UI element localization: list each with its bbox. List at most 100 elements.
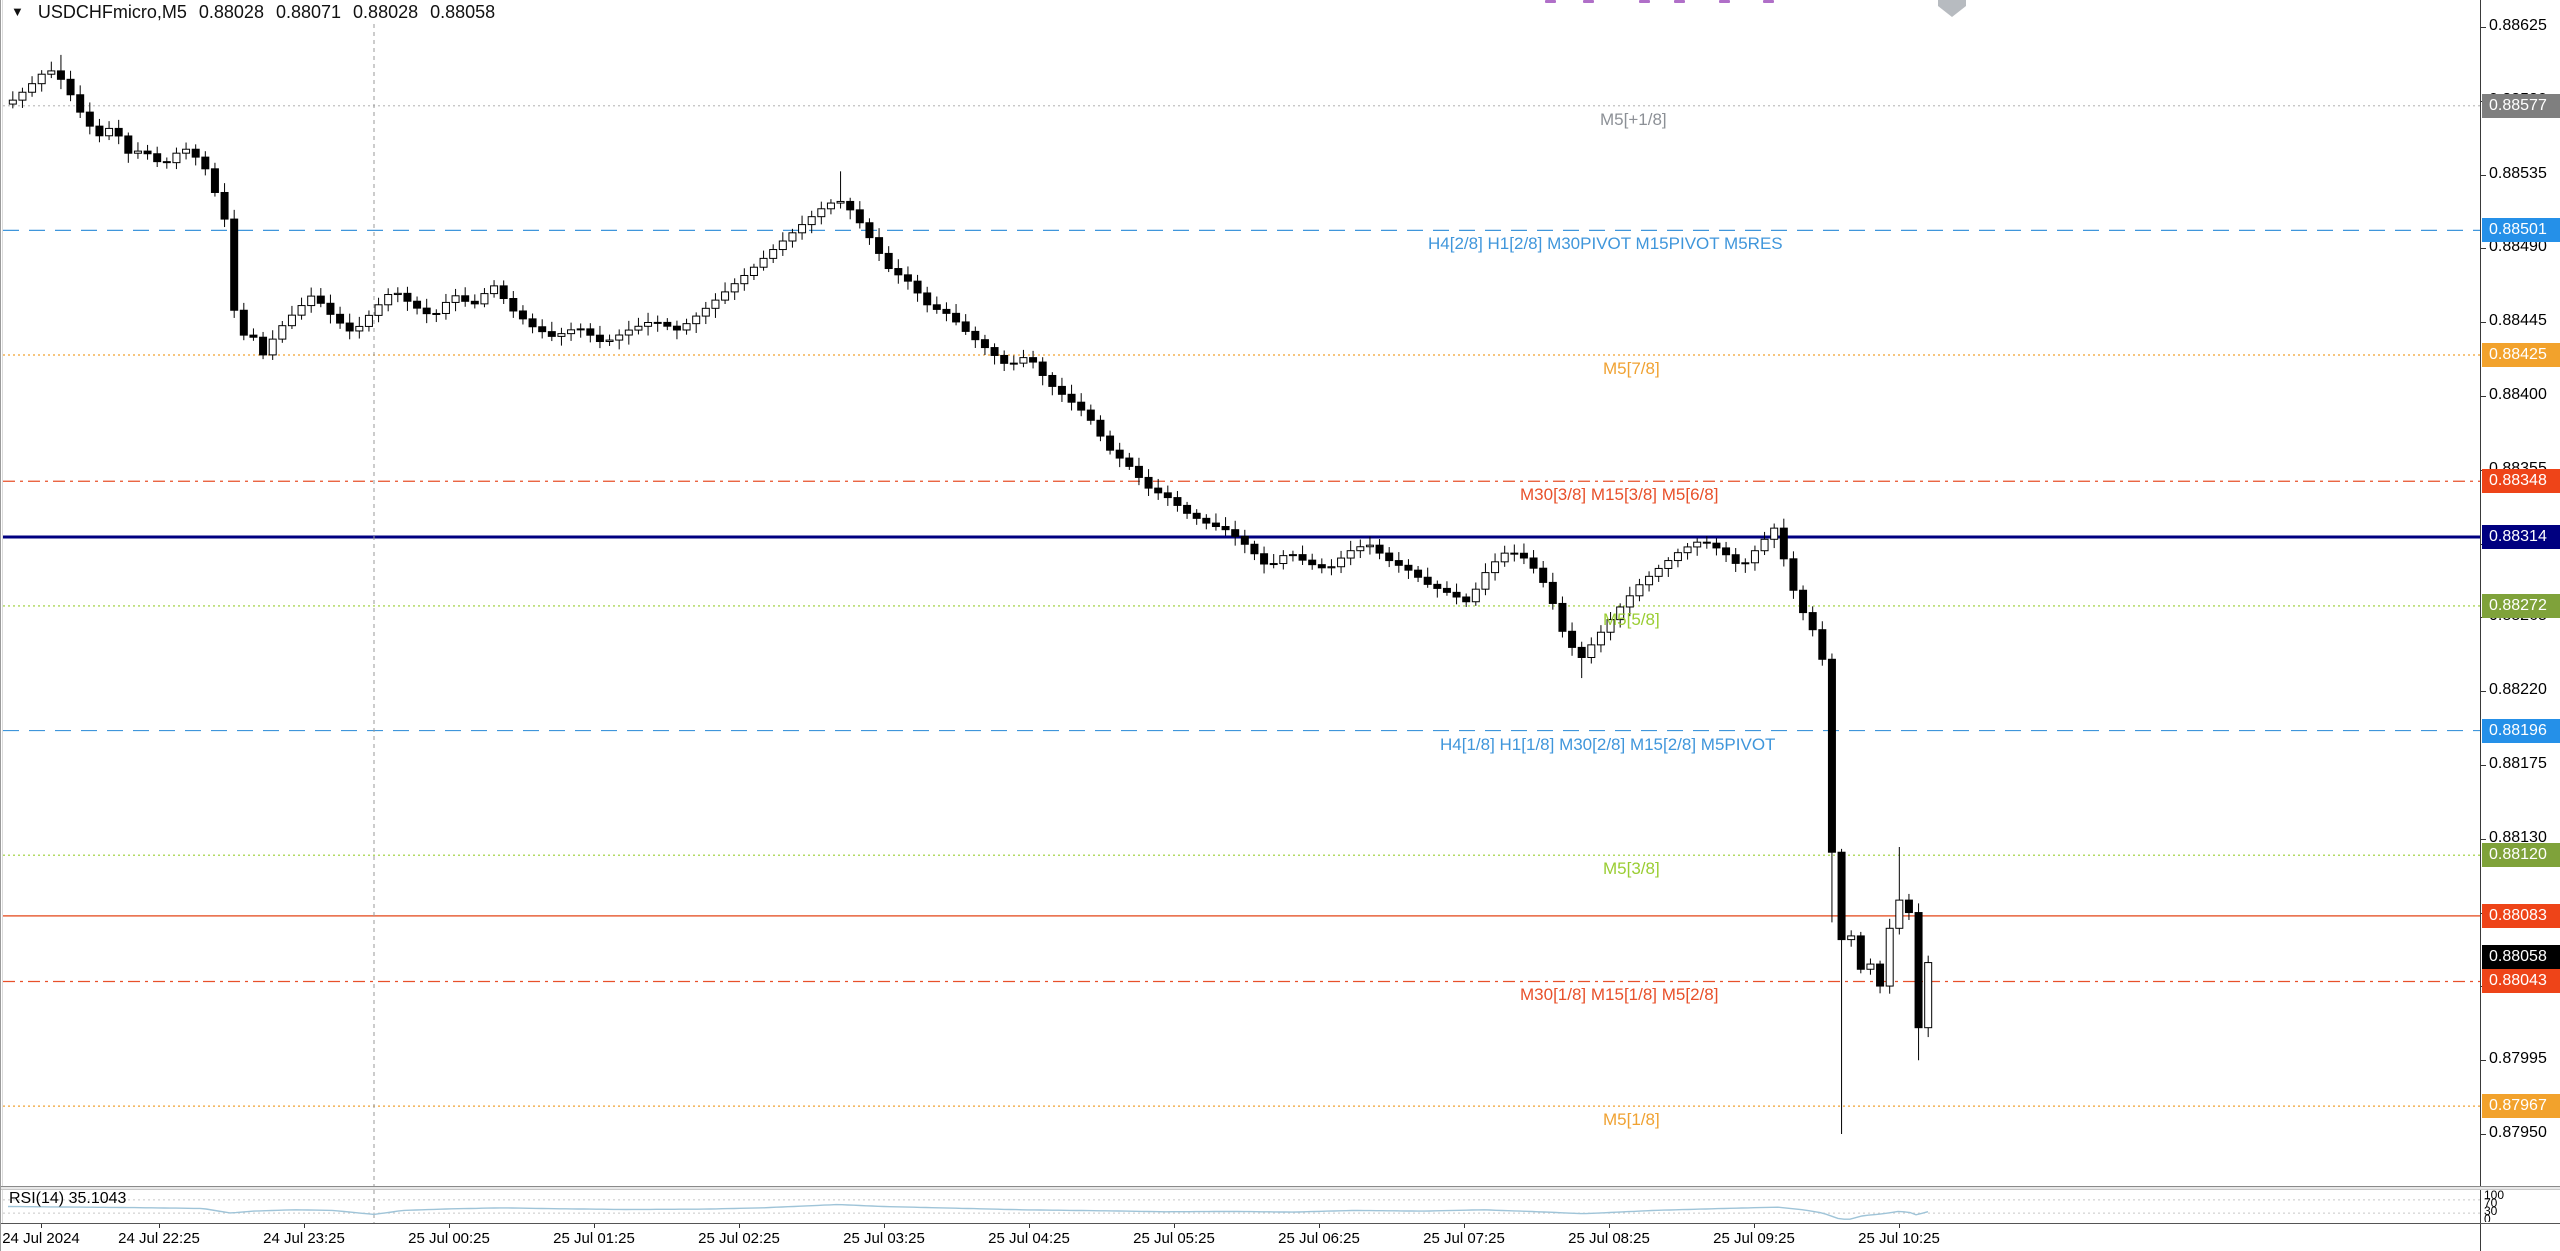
time-tickmark xyxy=(594,1224,595,1228)
time-tickmark xyxy=(159,1224,160,1228)
price-tick-label: 0.88220 xyxy=(2489,681,2547,699)
level-label: H4[2/8] H1[2/8] M30PIVOT M15PIVOT M5RES xyxy=(1428,234,1783,254)
time-tickmark xyxy=(1319,1224,1320,1228)
price-tick-label: 0.88175 xyxy=(2489,754,2547,772)
level-label: M5[7/8] xyxy=(1603,358,1660,378)
time-label: 25 Jul 04:25 xyxy=(988,1230,1070,1247)
price-tickmark xyxy=(2481,838,2486,840)
price-tick-label: 0.88400 xyxy=(2489,385,2547,403)
time-label: 25 Jul 08:25 xyxy=(1568,1230,1650,1247)
time-tickmark xyxy=(1754,1224,1755,1228)
price-level-badge: 0.88196 xyxy=(2482,718,2560,743)
time-label: 25 Jul 01:25 xyxy=(553,1230,635,1247)
level-label: H4[1/8] H1[1/8] M30[2/8] M15[2/8] M5PIVO… xyxy=(1440,734,1776,754)
price-tickmark xyxy=(2481,1133,2486,1135)
time-label: 25 Jul 02:25 xyxy=(698,1230,780,1247)
level-label: M30[3/8] M15[3/8] M5[6/8] xyxy=(1520,485,1719,505)
ohlc-close: 0.88058 xyxy=(430,2,496,22)
rsi-scale-label: 0 xyxy=(2484,1212,2491,1222)
time-tickmark xyxy=(884,1224,885,1228)
window-edge xyxy=(2,0,3,1251)
time-label: 25 Jul 05:25 xyxy=(1133,1230,1215,1247)
price-tickmark xyxy=(2481,395,2486,397)
clipped-label-fragment xyxy=(1545,0,1556,3)
rsi-pane-border xyxy=(1,1223,2560,1224)
level-label: M5[+1/8] xyxy=(1600,109,1667,129)
price-tickmark xyxy=(2481,691,2486,693)
price-level-badge: 0.88501 xyxy=(2482,218,2560,243)
price-tick-label: 0.88130 xyxy=(2489,828,2547,846)
price-tickmark xyxy=(2481,764,2486,766)
candles-group xyxy=(8,54,1933,1134)
rsi-scale: 100 70 30 0 xyxy=(2482,1188,2560,1222)
time-label: 24 Jul 22:25 xyxy=(118,1230,200,1247)
time-label: 25 Jul 06:25 xyxy=(1278,1230,1360,1247)
ohlc-high: 0.88071 xyxy=(275,2,342,22)
time-tickmark xyxy=(739,1224,740,1228)
rsi-pane[interactable]: RSI(14) 35.1043 xyxy=(3,1190,2480,1223)
price-tick-label: 0.87950 xyxy=(2489,1123,2547,1141)
rsi-scale-label: 100 xyxy=(2484,1188,2505,1202)
rsi-chart-canvas[interactable] xyxy=(3,1190,2480,1223)
time-tickmark xyxy=(304,1224,305,1228)
rsi-line xyxy=(7,1203,1929,1220)
rsi-scale-label: 30 xyxy=(2484,1204,2498,1218)
rsi-indicator-label: RSI(14) 35.1043 xyxy=(9,1190,126,1208)
time-tickmark xyxy=(1609,1224,1610,1228)
price-tick-label: 0.88490 xyxy=(2489,238,2547,256)
price-tickmark xyxy=(2481,27,2486,28)
price-level-badge: 0.88083 xyxy=(2482,903,2560,928)
current-price-badge: 0.88058 xyxy=(2482,944,2560,969)
time-label: 25 Jul 07:25 xyxy=(1423,1230,1505,1247)
rsi-name: RSI(14) xyxy=(9,1190,65,1207)
time-label: 25 Jul 10:25 xyxy=(1858,1230,1940,1247)
price-tick-label: 0.88445 xyxy=(2489,312,2547,330)
level-label: M5[3/8] xyxy=(1603,859,1660,879)
price-level-badge: 0.87967 xyxy=(2482,1094,2560,1119)
chart-title: ▼ USDCHFmicro,M5 0.88028 0.88071 0.88028 0.88… xyxy=(11,2,495,23)
level-label: M30[1/8] M15[1/8] M5[2/8] xyxy=(1520,985,1719,1005)
price-tick-label: 0.87995 xyxy=(2489,1050,2547,1068)
price-tick-label: 0.88625 xyxy=(2489,17,2547,34)
rsi-value: 35.1043 xyxy=(68,1190,127,1207)
scroll-to-end-icon[interactable] xyxy=(1937,0,1967,18)
time-tickmark xyxy=(1174,1224,1175,1228)
time-label: 24 Jul 23:25 xyxy=(263,1230,345,1247)
price-tickmark xyxy=(2481,174,2486,176)
time-axis[interactable]: 24 Jul 2024 24 Jul 22:25 24 Jul 23:25 25 Ju… xyxy=(1,1224,2560,1251)
price-tickmark xyxy=(2481,248,2486,250)
time-label: 25 Jul 00:25 xyxy=(408,1230,490,1247)
clipped-label-fragment xyxy=(1719,0,1730,3)
symbol-name: USDCHFmicro,M5 xyxy=(37,2,187,22)
price-level-badge: 0.88314 xyxy=(2482,525,2560,550)
clipped-label-fragment xyxy=(1674,0,1685,3)
time-tickmark xyxy=(449,1224,450,1228)
price-tick-label: 0.88535 xyxy=(2489,164,2547,182)
candlestick-chart-canvas[interactable] xyxy=(3,0,2480,1186)
time-tickmark xyxy=(1464,1224,1465,1228)
price-level-badge: 0.88425 xyxy=(2482,342,2560,367)
pane-divider[interactable] xyxy=(1,1186,2560,1190)
price-tickmark xyxy=(2481,322,2486,324)
price-level-badge: 0.88043 xyxy=(2482,969,2560,994)
level-label: M5[5/8] xyxy=(1603,609,1660,629)
price-level-badge: 0.88348 xyxy=(2482,469,2560,494)
time-tickmark xyxy=(41,1224,42,1228)
main-chart-pane[interactable]: M5[+1/8] H4[2/8] H1[2/8] M30PIVOT M15PIVO… xyxy=(3,0,2480,1186)
time-tickmark xyxy=(1899,1224,1900,1228)
level-label: M5[1/8] xyxy=(1603,1110,1660,1130)
time-label: 25 Jul 09:25 xyxy=(1713,1230,1795,1247)
ohlc-low: 0.88028 xyxy=(353,2,419,22)
price-level-badge: 0.88272 xyxy=(2482,593,2560,618)
price-axis[interactable]: 0.886250.885800.885350.884900.884450.884… xyxy=(2480,0,2560,1251)
time-label: 24 Jul 2024 xyxy=(2,1230,80,1247)
clipped-label-fragment xyxy=(1583,0,1594,3)
symbol-dropdown-icon[interactable]: ▼ xyxy=(11,4,24,19)
price-level-badge: 0.88120 xyxy=(2482,843,2560,868)
price-level-badge: 0.88577 xyxy=(2482,93,2560,118)
clipped-label-fragment xyxy=(1639,0,1650,3)
time-label: 25 Jul 03:25 xyxy=(843,1230,925,1247)
price-tickmark xyxy=(2481,1060,2486,1062)
time-tickmark xyxy=(1029,1224,1030,1228)
